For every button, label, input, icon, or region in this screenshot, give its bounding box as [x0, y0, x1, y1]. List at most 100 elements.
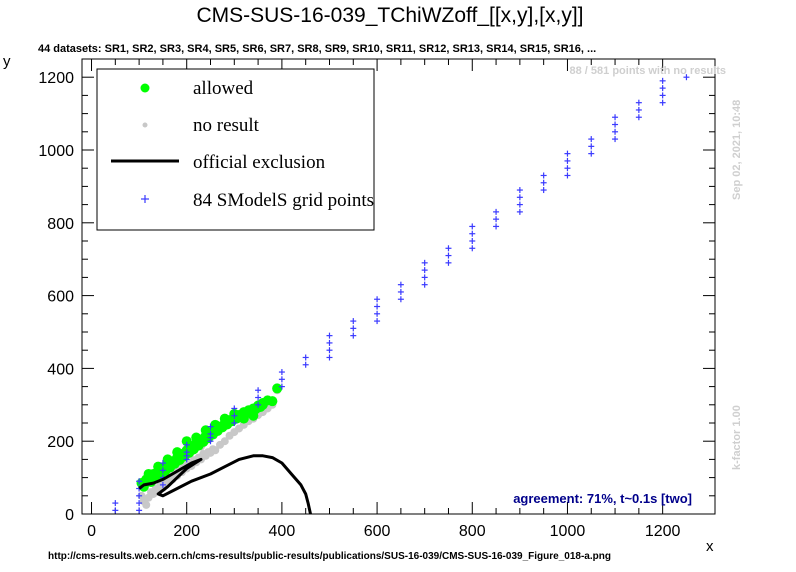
allowed-point — [267, 396, 278, 407]
allowed-point — [172, 447, 183, 458]
grid-point — [612, 114, 619, 121]
grid-point — [588, 150, 595, 157]
y-tick-label: 400 — [47, 361, 74, 378]
grid-point — [469, 223, 476, 230]
allowed-point — [200, 425, 211, 436]
grid-point — [350, 318, 357, 325]
grid-point — [683, 74, 690, 81]
allowed-point — [248, 410, 259, 421]
grid-point — [516, 201, 523, 208]
legend-box — [96, 68, 375, 231]
grid-point — [612, 128, 619, 135]
x-tick-label: 0 — [87, 523, 96, 540]
y-tick-label: 200 — [47, 434, 74, 451]
no-result-point — [220, 437, 229, 446]
y-tick-label: 800 — [47, 216, 74, 233]
grid-point — [374, 318, 381, 325]
grid-point — [112, 507, 119, 514]
y-tick-label: 0 — [65, 507, 74, 524]
source-url: http://cms-results.web.cern.ch/cms-resul… — [48, 551, 611, 562]
y-tick-label: 1200 — [38, 70, 74, 87]
grid-point — [278, 383, 285, 390]
grid-point — [255, 401, 262, 408]
grid-point — [588, 136, 595, 143]
grid-point — [469, 238, 476, 244]
grid-point — [136, 500, 143, 507]
kfactor-note: k-factor 1.00 — [731, 405, 743, 470]
allowed-point — [153, 461, 164, 472]
grid-point — [445, 245, 452, 252]
grid-point — [445, 252, 452, 259]
grid-point — [540, 172, 547, 179]
x-axis-label: x — [706, 538, 714, 555]
grid-point — [112, 500, 119, 507]
grid-point — [564, 157, 571, 164]
axis-ticks: 0 200 400 600 800 1000 1200 0 200 400 600 800 1000 12… — [38, 59, 715, 540]
grid-point — [635, 99, 642, 106]
grid-point — [397, 281, 404, 288]
exclusion-contour — [138, 454, 312, 515]
allowed-point — [257, 399, 268, 410]
allowed-point — [143, 468, 154, 479]
grid-point — [516, 194, 523, 201]
grid-point — [659, 77, 666, 84]
grid-point — [635, 114, 642, 121]
agreement-note: agreement: 71%, t~0.1s [two] — [513, 491, 692, 506]
grid-point — [183, 441, 190, 448]
grid-point — [207, 423, 214, 430]
grid-point — [469, 245, 476, 252]
grid-point — [445, 259, 452, 266]
grid-point — [564, 150, 571, 157]
grid-point — [136, 478, 143, 485]
grid-point — [326, 347, 333, 354]
grid-point — [635, 106, 642, 113]
grid-point — [612, 136, 619, 143]
allowed-point — [162, 454, 173, 465]
grid-point — [421, 274, 428, 281]
grid-point — [136, 492, 143, 499]
grid-point — [469, 230, 476, 237]
grid-point — [326, 339, 333, 346]
allowed-point — [210, 419, 221, 430]
allowed-point — [191, 432, 202, 443]
grid-point — [255, 394, 262, 401]
grid-point — [564, 165, 571, 172]
x-tick-label: 200 — [173, 523, 200, 540]
grid-point — [659, 85, 666, 92]
grid-point — [231, 412, 238, 419]
grid-point — [326, 332, 333, 339]
grid-point — [588, 143, 595, 150]
legend-no-result-label: no result — [193, 115, 260, 136]
grid-point — [540, 187, 547, 194]
grid-point — [493, 216, 500, 223]
chart-title: CMS-SUS-16-039_TChiWZoff_[[x,y],[x,y]] — [196, 4, 583, 27]
grid-point — [516, 208, 523, 215]
grid-point — [231, 420, 238, 426]
grid-point — [374, 310, 381, 317]
allowed-point — [219, 413, 230, 424]
grid-point — [516, 187, 523, 194]
legend-allowed-marker — [140, 83, 150, 93]
x-tick-label: 600 — [364, 523, 391, 540]
grid-point — [397, 296, 404, 303]
grid-point — [183, 452, 190, 459]
grid-point — [159, 467, 166, 474]
grid-point — [136, 507, 143, 514]
grid-point — [659, 99, 666, 106]
plot-frame — [81, 58, 716, 515]
legend-grid-marker — [141, 195, 149, 203]
y-tick-label: 1000 — [38, 143, 74, 160]
grid-point — [540, 179, 547, 186]
x-tick-label: 800 — [459, 523, 486, 540]
allowed-point — [181, 436, 192, 447]
exclusion-line — [138, 454, 312, 515]
legend-allowed-label: allowed — [193, 78, 254, 99]
grid-point — [350, 325, 357, 332]
grid-point — [207, 434, 214, 441]
grid-point — [159, 481, 166, 488]
allowed-point — [238, 413, 249, 424]
legend-no-result-marker — [142, 122, 148, 128]
y-tick-label: 600 — [47, 289, 74, 306]
allowed-point — [272, 383, 283, 394]
